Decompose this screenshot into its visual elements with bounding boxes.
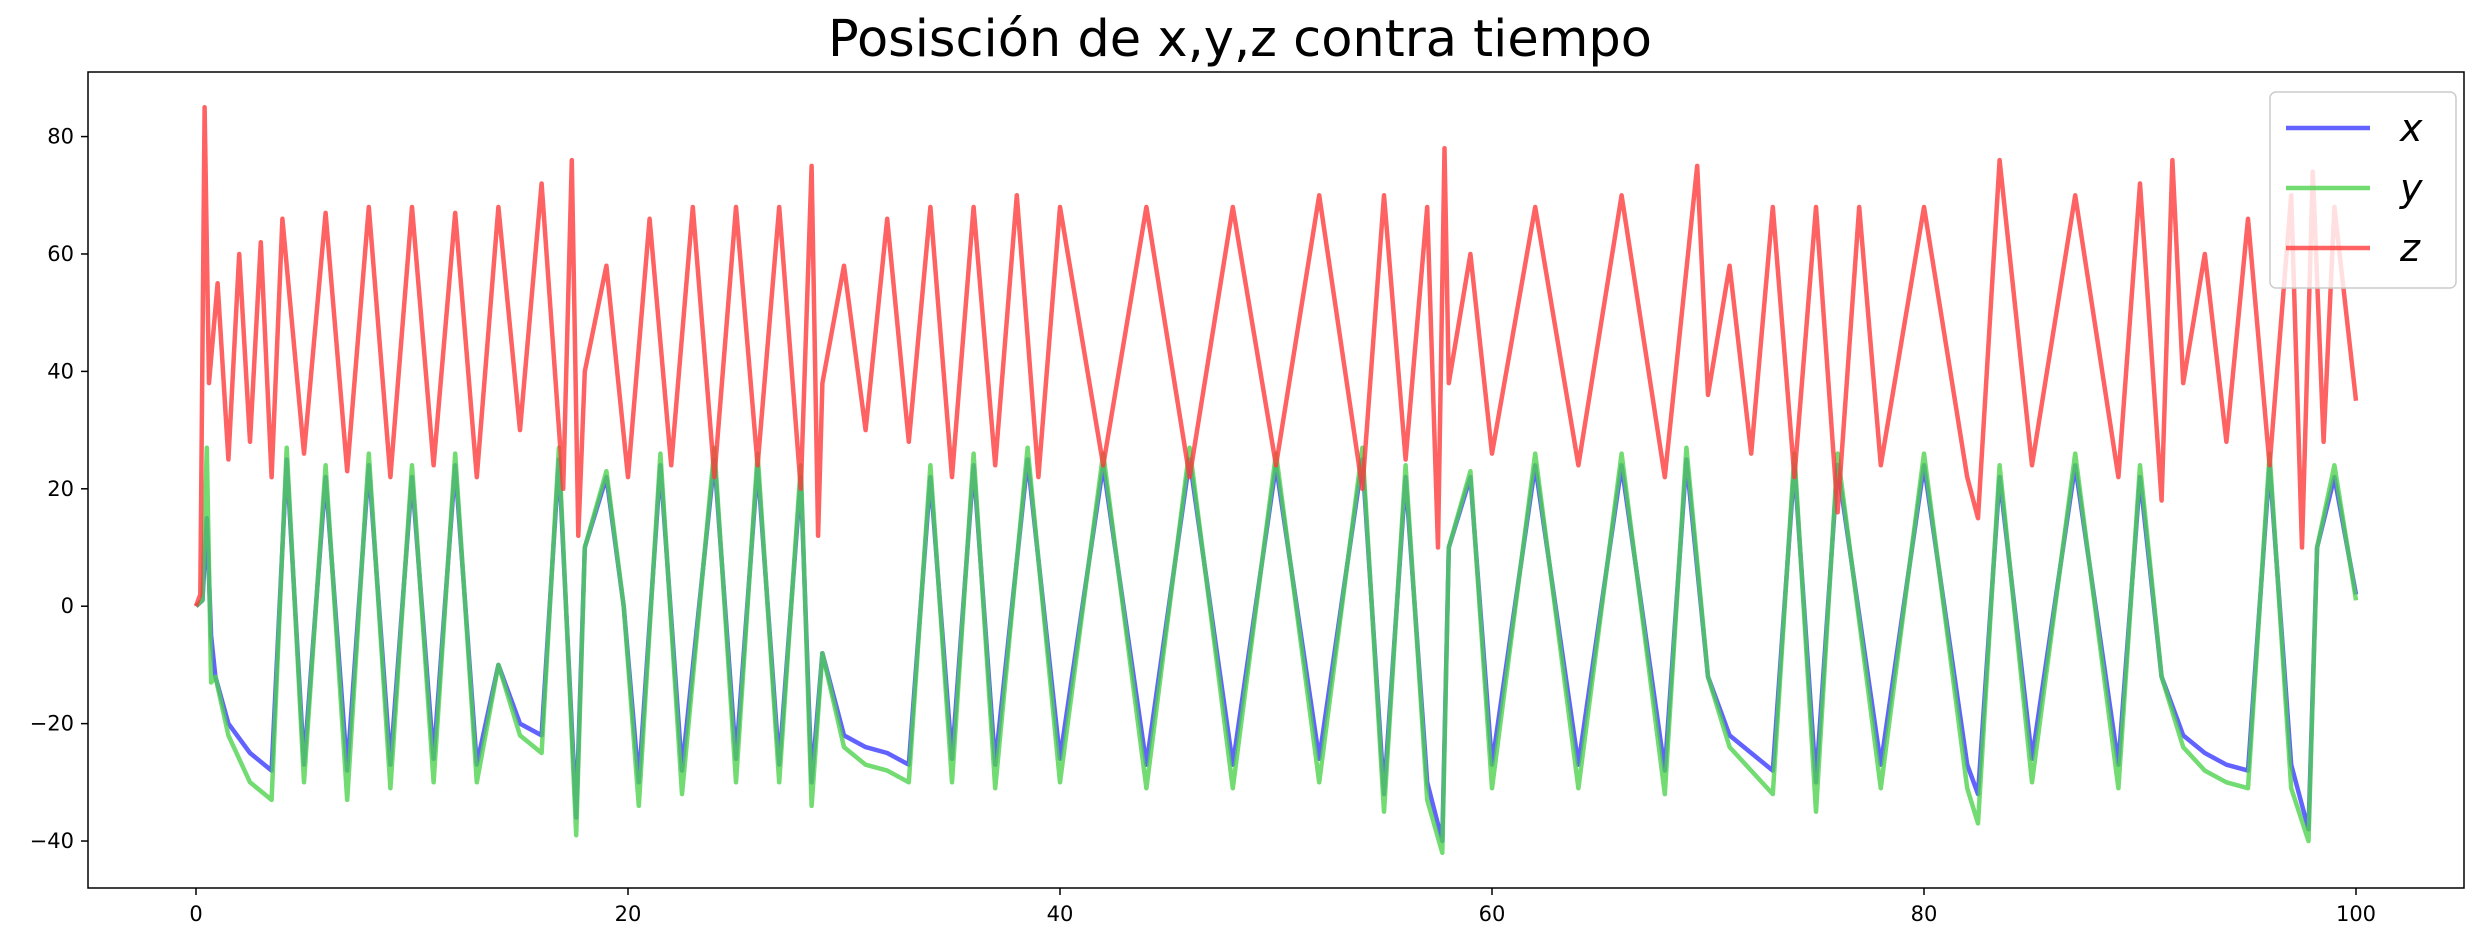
y-tick-label: −20 <box>30 712 74 736</box>
series-line-z <box>193 104 2359 607</box>
axes: 0 20 40 60 80 100 −40 −20 0 20 40 60 80 <box>30 71 2465 926</box>
series-line-y <box>194 445 2359 856</box>
y-tick-label: 40 <box>47 359 74 383</box>
chart-title: Posisción de x,y,z contra tiempo <box>828 10 1652 69</box>
axes-frame <box>87 71 2465 889</box>
x-tick-label: 80 <box>1911 902 1938 926</box>
x-tick-label: 0 <box>189 902 202 926</box>
legend-label-x: x <box>2399 106 2423 150</box>
legend-label-z: z <box>2399 226 2421 270</box>
x-tick-label: 40 <box>1047 902 1074 926</box>
legend-label-y: y <box>2399 166 2423 210</box>
y-tick-label: 80 <box>47 125 74 149</box>
plot-area <box>193 104 2359 856</box>
x-tick-label: 20 <box>615 902 642 926</box>
x-tick-label: 60 <box>1479 902 1506 926</box>
y-tick-label: 0 <box>61 594 74 618</box>
legend: xyz <box>2269 91 2457 289</box>
y-tick-label: 60 <box>47 242 74 266</box>
y-tick-label: −40 <box>30 829 74 853</box>
y-tick-label: 20 <box>47 477 74 501</box>
x-tick-label: 100 <box>2336 902 2376 926</box>
